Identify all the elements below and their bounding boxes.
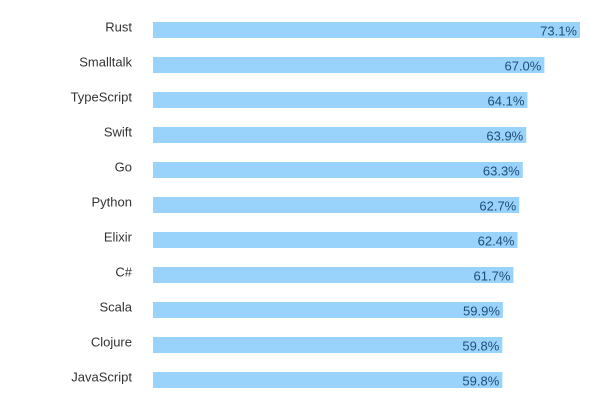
value-label-python: 62.7% [479,198,516,213]
value-labels: 73.1% 67.0% 64.1% 63.9% 63.3% 62.7% 62.4% 61.7%… [462,23,577,388]
value-label-typescript: 64.1% [488,93,525,108]
bar-swift [153,127,527,143]
category-label-swift: Swift [104,124,133,139]
bar-javascript [153,372,503,388]
bar-typescript [153,92,528,108]
value-label-javascript: 59.8% [462,373,499,388]
bar-smalltalk [153,57,545,73]
category-labels: Rust Smalltalk TypeScript Swift Go Python Elix… [71,19,133,384]
value-label-smalltalk: 67.0% [504,58,541,73]
bar-python [153,197,520,213]
category-label-csharp: C# [115,264,132,279]
category-label-go: Go [115,159,132,174]
bar-rust [153,22,580,38]
bar-go [153,162,523,178]
category-label-typescript: TypeScript [71,89,133,104]
category-label-clojure: Clojure [91,334,132,349]
value-label-swift: 63.9% [486,128,523,143]
value-label-csharp: 61.7% [474,268,511,283]
value-label-clojure: 59.8% [462,338,499,353]
bars [153,22,580,388]
category-label-python: Python [92,194,132,209]
category-label-scala: Scala [99,299,132,314]
bar-csharp [153,267,514,283]
category-label-elixir: Elixir [104,229,133,244]
bar-elixir [153,232,518,248]
value-label-scala: 59.9% [463,303,500,318]
category-label-javascript: JavaScript [71,369,132,384]
bar-clojure [153,337,503,353]
value-label-rust: 73.1% [540,23,577,38]
bar-scala [153,302,503,318]
value-label-elixir: 62.4% [478,233,515,248]
category-label-rust: Rust [105,19,132,34]
value-label-go: 63.3% [483,163,520,178]
category-label-smalltalk: Smalltalk [79,54,132,69]
